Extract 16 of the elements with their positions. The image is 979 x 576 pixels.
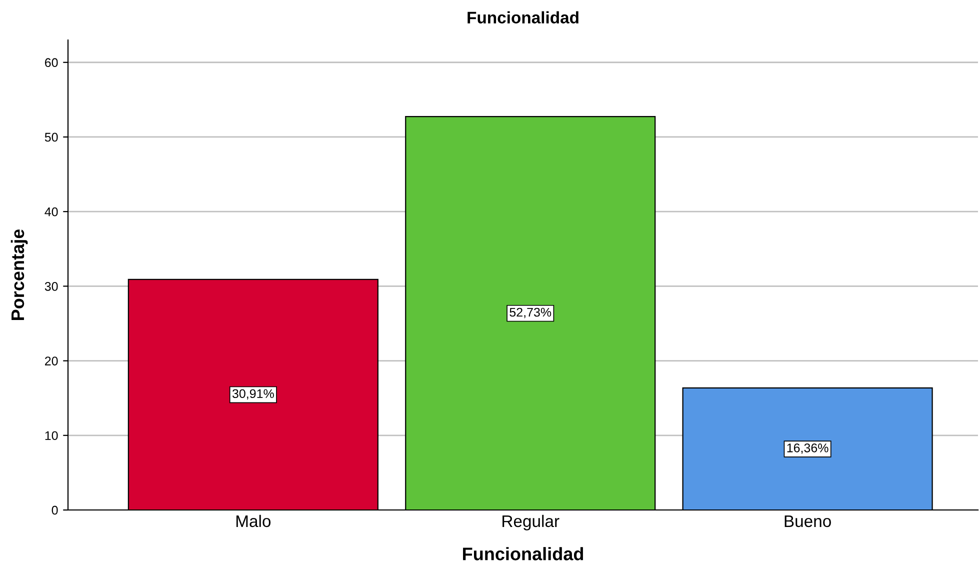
y-tick-label: 60 [45, 58, 58, 68]
data-label: 16,36% [787, 443, 828, 454]
x-axis-title: Funcionalidad [463, 547, 584, 560]
y-axis-title: Porcentaje [10, 229, 28, 320]
y-tick-label: 50 [44, 132, 58, 142]
x-tick-label: Regular [502, 514, 560, 530]
data-label: 52,73% [510, 308, 552, 318]
x-tick-label: Malo [236, 514, 271, 528]
chart-title: Funcionalidad [468, 11, 578, 24]
y-tick-label: 30 [44, 282, 58, 291]
y-tick-label: 40 [44, 207, 58, 216]
x-tick-label: Bueno [784, 515, 831, 528]
y-tick-label: 20 [45, 356, 58, 366]
y-tick-label: 0 [52, 506, 58, 515]
y-tick-label: 10 [45, 431, 58, 440]
data-label: 30,91% [232, 389, 274, 400]
